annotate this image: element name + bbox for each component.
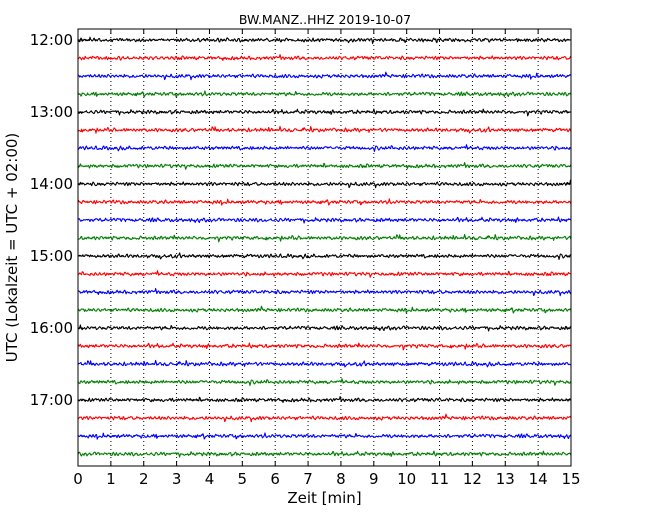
x-tick-label: 14 — [529, 470, 548, 488]
y-tick-label: 14:00 — [30, 175, 73, 193]
chart-title: BW.MANZ..HHZ 2019-10-07 — [239, 12, 411, 27]
trace-1345 — [77, 162, 572, 170]
trace-1730 — [77, 432, 572, 440]
trace-1615 — [77, 342, 572, 351]
x-tick-label: 2 — [139, 470, 149, 488]
x-tick-label: 4 — [205, 470, 215, 488]
trace-1400 — [77, 179, 572, 189]
trace-1230 — [77, 71, 572, 81]
trace-1745 — [77, 450, 572, 458]
trace-1330 — [77, 144, 572, 152]
y-tick-label: 15:00 — [30, 247, 73, 265]
trace-1245 — [77, 90, 572, 98]
trace-1645 — [77, 378, 572, 386]
trace-1500 — [77, 252, 572, 260]
x-axis-title: Zeit [min] — [287, 489, 361, 507]
trace-1630 — [77, 359, 572, 368]
trace-1715 — [77, 413, 572, 423]
x-tick-label: 15 — [561, 470, 580, 488]
seismogram-traces — [77, 36, 572, 458]
trace-1600 — [77, 324, 572, 332]
y-axis-title: UTC (Lokalzeit = UTC + 02:00) — [3, 133, 21, 363]
trace-1445 — [77, 233, 572, 243]
x-tick-label: 10 — [397, 470, 416, 488]
grid-lines — [110, 29, 539, 466]
trace-1530 — [77, 288, 572, 297]
x-tick-label: 9 — [369, 470, 379, 488]
x-tick-label: 13 — [496, 470, 515, 488]
x-tick-label: 7 — [303, 470, 313, 488]
x-tick-label: 12 — [463, 470, 482, 488]
trace-1515 — [77, 270, 572, 278]
trace-1545 — [77, 305, 572, 314]
x-tick-label: 11 — [430, 470, 449, 488]
y-tick-label: 13:00 — [30, 103, 73, 121]
trace-1700 — [77, 396, 572, 403]
y-tick-label: 17:00 — [30, 391, 73, 409]
x-tick-label: 5 — [238, 470, 248, 488]
trace-1430 — [77, 216, 572, 224]
trace-1215 — [77, 54, 572, 61]
plot-frame — [77, 28, 572, 467]
trace-1200 — [77, 36, 572, 45]
y-axis: 12:00 13:00 14:00 15:00 16:00 17:00 — [30, 31, 571, 409]
y-tick-label: 16:00 — [30, 319, 73, 337]
trace-1315 — [77, 125, 572, 134]
x-tick-label: 3 — [172, 470, 182, 488]
x-tick-label: 1 — [106, 470, 116, 488]
trace-1300 — [77, 108, 572, 117]
x-tick-label: 8 — [336, 470, 346, 488]
y-tick-label: 12:00 — [30, 31, 73, 49]
x-tick-label: 6 — [270, 470, 280, 488]
x-axis: 0 1 2 3 4 5 6 7 8 9 10 11 12 13 14 15 — [73, 29, 581, 488]
trace-1415 — [77, 198, 572, 206]
x-tick-label: 0 — [73, 470, 83, 488]
